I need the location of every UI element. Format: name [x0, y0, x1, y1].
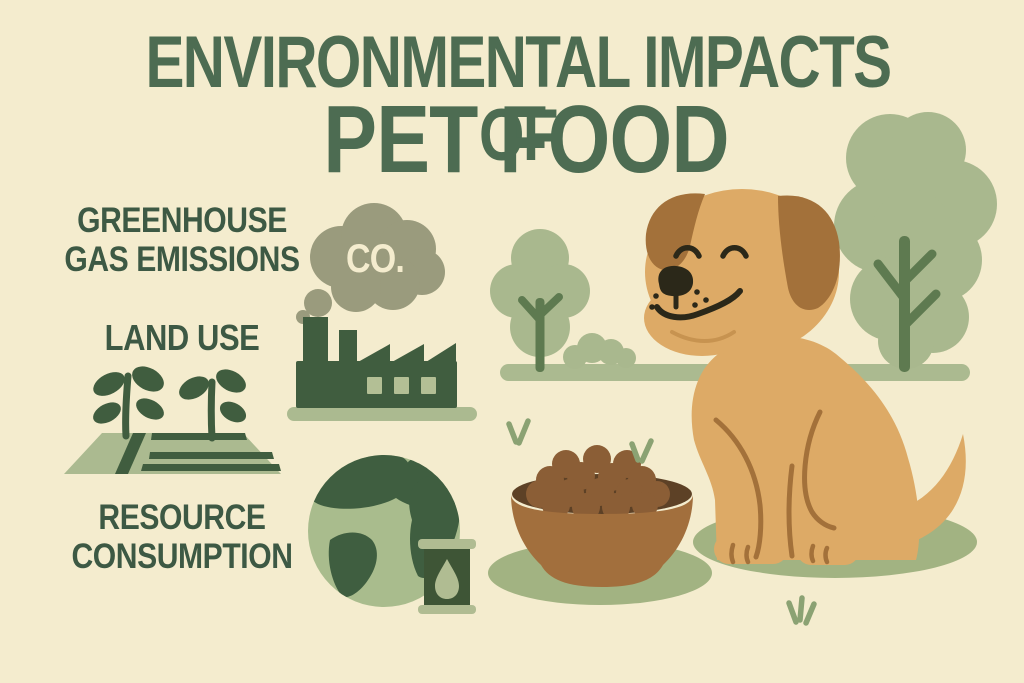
dog-smile	[654, 288, 743, 321]
globe-icon	[308, 455, 460, 607]
label-land-use: LAND USE	[43, 317, 322, 358]
label-line: LAND USE	[104, 317, 260, 358]
dog-ear-left	[645, 193, 705, 271]
sprout-icon	[93, 366, 164, 440]
bush-icon	[563, 333, 636, 369]
co2-smoke-cloud-icon	[296, 203, 445, 324]
plowed-field-icon	[64, 433, 281, 474]
small-tree-icon	[490, 229, 590, 372]
dog-eye-right	[720, 245, 749, 259]
dog-chin-line	[670, 330, 736, 343]
sparkle-mark	[629, 438, 654, 464]
dog-body	[691, 336, 920, 565]
oil-can-icon	[418, 539, 476, 614]
sparkle-mark	[786, 595, 817, 626]
dog-eye-left	[673, 245, 702, 259]
label-line: CONSUMPTION	[71, 537, 293, 577]
sprout-icon	[179, 369, 247, 442]
dog-face	[649, 245, 749, 343]
dog-ear-right	[778, 195, 840, 310]
label-line: GREENHOUSE	[77, 201, 287, 240]
sparkle-mark	[506, 418, 531, 446]
title-line-1: ENVIRONMENTAL IMPACTS OF	[145, 22, 892, 176]
ground-strip-factory	[287, 407, 477, 421]
label-line: RESOURCE	[98, 498, 266, 537]
label-resource-consumption: RESOURCE CONSUMPTION	[43, 498, 322, 576]
factory-icon	[296, 317, 457, 408]
dog-nose	[658, 265, 694, 297]
label-line: GAS EMISSIONS	[64, 240, 300, 280]
food-bowl-icon	[511, 445, 693, 587]
kibble	[526, 445, 670, 521]
dog-illustration	[644, 189, 966, 565]
title-line-2: PET FOOD	[323, 86, 729, 193]
co2-cloud-text: CO.	[346, 237, 405, 281]
label-greenhouse-gas-emissions: GREENHOUSE GAS EMISSIONS	[43, 201, 322, 279]
large-tree-icon	[834, 112, 997, 372]
